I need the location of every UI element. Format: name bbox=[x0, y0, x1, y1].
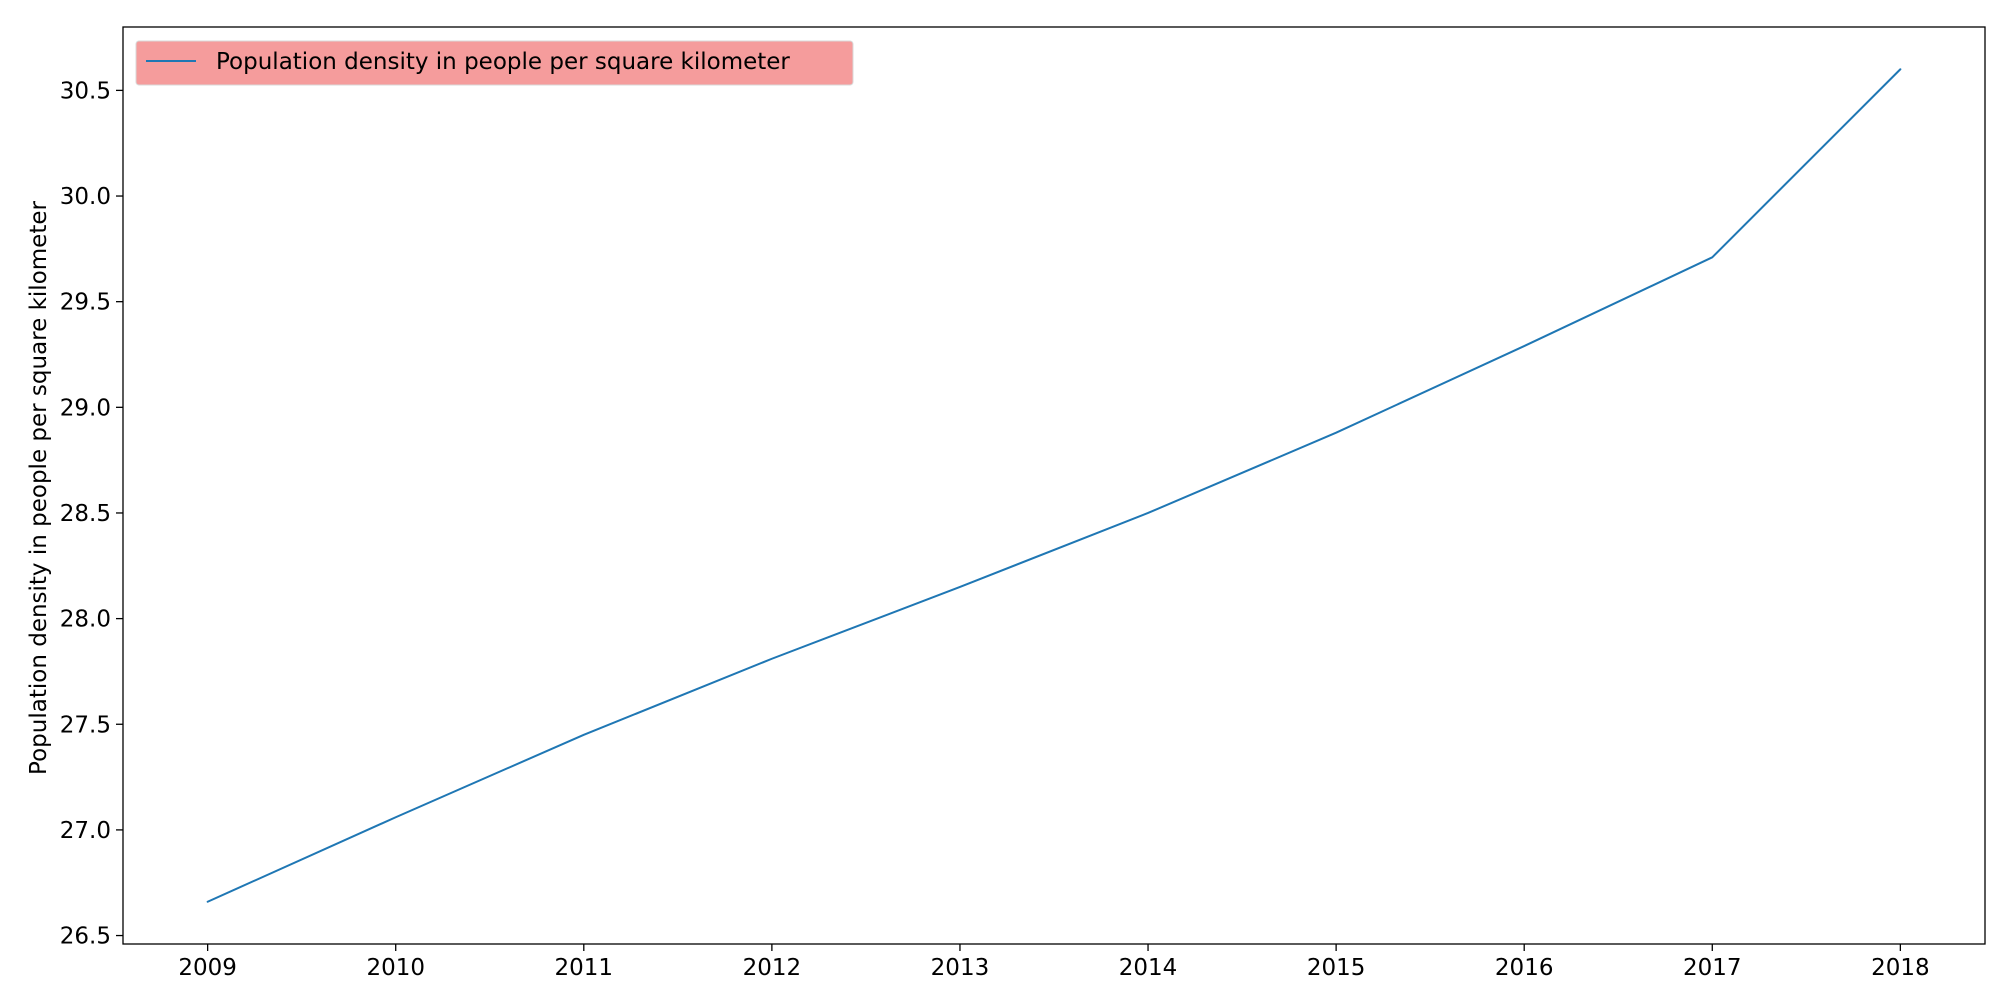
x-tick-label: 2009 bbox=[178, 955, 237, 981]
y-axis: 26.5 27.0 27.5 28.0 28.5 29.0 29.5 30.0 30.5 bbox=[60, 78, 123, 950]
x-tick-label: 2014 bbox=[1119, 955, 1178, 981]
x-tick-label: 2012 bbox=[743, 955, 802, 981]
x-tick-label: 2013 bbox=[931, 955, 990, 981]
y-tick-label: 28.5 bbox=[60, 501, 111, 527]
legend-box bbox=[135, 40, 854, 86]
y-tick-label: 30.5 bbox=[60, 78, 111, 104]
y-tick-label: 28.0 bbox=[60, 607, 111, 633]
x-tick-label: 2017 bbox=[1683, 955, 1742, 981]
y-tick-label: 30.0 bbox=[60, 184, 111, 210]
y-tick-label: 26.5 bbox=[60, 924, 111, 950]
y-tick-label: 29.0 bbox=[60, 395, 111, 421]
series-layer bbox=[206, 68, 1902, 903]
legend-label: Population density in people per square … bbox=[216, 49, 790, 75]
x-tick-label: 2011 bbox=[555, 955, 614, 981]
series-line-population-density bbox=[206, 68, 1902, 903]
y-axis-title: Population density in people per square … bbox=[26, 201, 52, 775]
x-tick-label: 2015 bbox=[1307, 955, 1366, 981]
plot-area bbox=[122, 26, 1986, 945]
x-axis: 2009 2010 2011 2012 2013 2014 2015 2016 2017 2018 bbox=[178, 944, 1930, 981]
y-tick-label: 27.0 bbox=[60, 818, 111, 844]
y-tick-label: 29.5 bbox=[60, 290, 111, 316]
y-tick-label: 27.5 bbox=[60, 712, 111, 738]
x-tick-label: 2018 bbox=[1871, 955, 1930, 981]
x-tick-label: 2010 bbox=[366, 955, 425, 981]
x-tick-label: 2016 bbox=[1495, 955, 1554, 981]
plot-frame bbox=[122, 26, 1986, 945]
legend: Population density in people per square … bbox=[135, 40, 854, 86]
